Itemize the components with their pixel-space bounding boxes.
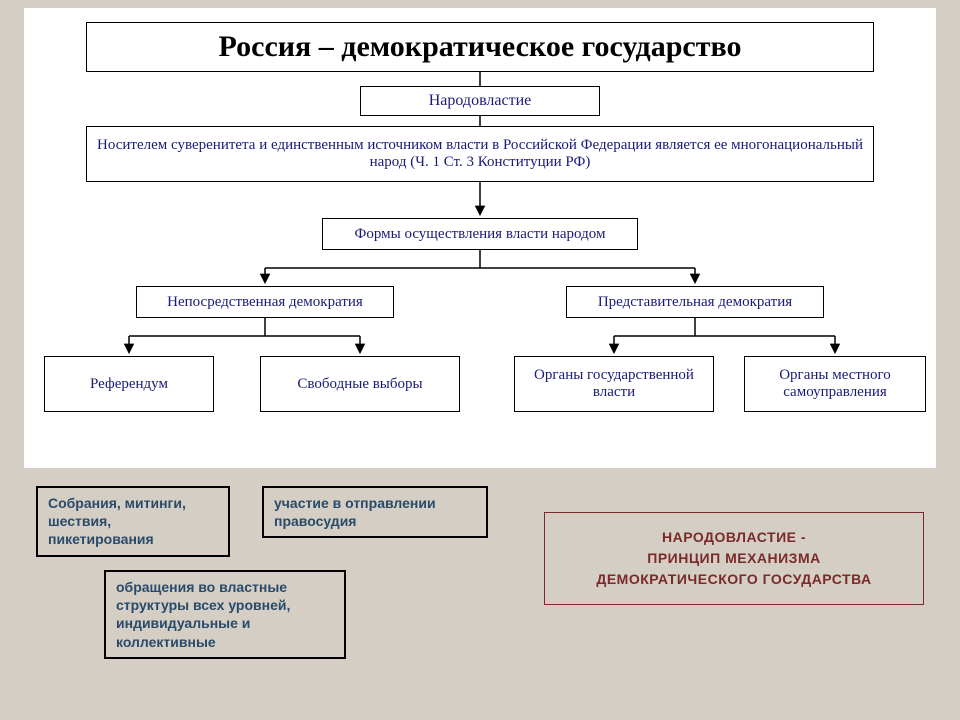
node-representative-democracy: Представительная демократия (566, 286, 824, 318)
summary-line2: ПРИНЦИП МЕХАНИЗМА (563, 548, 905, 569)
node-narodovlastie: Народовластие (360, 86, 600, 116)
extra-justice: участие в отправлении правосудия (262, 486, 488, 538)
node-sovereignty: Носителем суверенитета и единственным ис… (86, 126, 874, 182)
node-text: Представительная демократия (598, 294, 792, 311)
node-text: Формы осуществления власти народом (355, 226, 606, 243)
node-text: Органы государственной власти (523, 367, 705, 401)
node-text: Свободные выборы (297, 376, 422, 393)
node-text: Народовластие (429, 92, 532, 110)
node-state-authorities: Органы государственной власти (514, 356, 714, 412)
node-text: Непосредственная демократия (167, 294, 363, 311)
node-direct-democracy: Непосредственная демократия (136, 286, 394, 318)
summary-box: НАРОДОВЛАСТИЕ - ПРИНЦИП МЕХАНИЗМА ДЕМОКР… (544, 512, 924, 605)
extra-text: обращения во властные структуры всех уро… (116, 579, 290, 650)
node-referendum: Референдум (44, 356, 214, 412)
title-box: Россия – демократическое государство (86, 22, 874, 72)
extra-appeals: обращения во властные структуры всех уро… (104, 570, 346, 659)
summary-line1: НАРОДОВЛАСТИЕ - (563, 527, 905, 548)
node-free-elections: Свободные выборы (260, 356, 460, 412)
title-text: Россия – демократическое государство (219, 30, 742, 64)
node-forms: Формы осуществления власти народом (322, 218, 638, 250)
extra-text: участие в отправлении правосудия (274, 495, 436, 529)
summary-line3: ДЕМОКРАТИЧЕСКОГО ГОСУДАРСТВА (563, 569, 905, 590)
node-text: Носителем суверенитета и единственным ис… (95, 137, 865, 171)
extra-assemblies: Собрания, митинги, шествия, пикетировани… (36, 486, 230, 557)
node-local-government: Органы местного самоуправления (744, 356, 926, 412)
extra-text: Собрания, митинги, шествия, пикетировани… (48, 495, 186, 547)
node-text: Органы местного самоуправления (753, 367, 917, 401)
node-text: Референдум (90, 376, 168, 393)
